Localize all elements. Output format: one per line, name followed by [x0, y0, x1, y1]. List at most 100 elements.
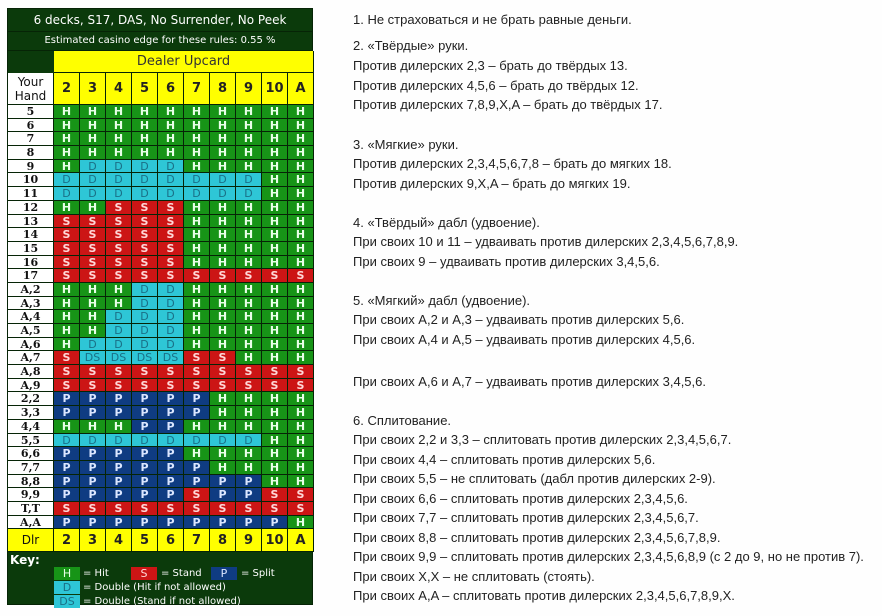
upcard-header: 8 [210, 73, 236, 105]
action-cell: H [184, 241, 210, 256]
action-cell: P [106, 488, 132, 502]
action-cell: D [80, 187, 106, 201]
action-cell: H [288, 406, 314, 420]
action-cell: P [54, 447, 80, 461]
action-cell: H [236, 337, 262, 352]
action-cell: P [262, 515, 288, 530]
action-cell: S [80, 269, 106, 283]
action-cell: P [132, 392, 158, 407]
action-cell: S [184, 351, 210, 366]
action-cell: H [106, 282, 132, 297]
table-row: 3,3 P P P P P P H H H H [8, 406, 314, 420]
hand-label: 17 [8, 269, 54, 283]
note-line: 6. Сплитование. [353, 413, 452, 428]
upcard-footer: 2 [54, 529, 80, 553]
action-cell: H [236, 310, 262, 324]
action-cell: S [210, 365, 236, 379]
hand-label: A,4 [8, 310, 54, 324]
action-cell: P [184, 515, 210, 530]
action-cell: H [236, 406, 262, 420]
action-cell: H [288, 228, 314, 242]
dealer-upcard-row: Dealer Upcard [8, 51, 314, 73]
action-cell: S [106, 365, 132, 379]
action-cell: S [262, 378, 288, 393]
table-row: 6,6 P P P P P H H H H H [8, 447, 314, 461]
action-cell: H [210, 241, 236, 256]
action-cell: H [54, 159, 80, 174]
upcard-footer: 6 [158, 529, 184, 553]
hand-label: A,6 [8, 337, 54, 352]
action-cell: H [80, 146, 106, 160]
action-cell: H [288, 419, 314, 434]
action-cell: S [184, 501, 210, 516]
action-cell: S [106, 214, 132, 229]
action-cell: H [80, 118, 106, 133]
action-cell: S [158, 255, 184, 270]
action-cell: S [184, 365, 210, 379]
action-cell: P [80, 392, 106, 407]
legend-text: = Double (Hit if not allowed) [83, 582, 226, 594]
upcard-header: 6 [158, 73, 184, 105]
action-cell: DS [106, 351, 132, 366]
legend-text: = Split [241, 568, 275, 580]
action-cell: S [288, 488, 314, 502]
action-cell: H [262, 337, 288, 352]
action-cell: S [106, 241, 132, 256]
action-cell: S [80, 214, 106, 229]
hand-label: 3,3 [8, 406, 54, 420]
action-cell: H [236, 214, 262, 229]
action-cell: H [80, 200, 106, 215]
action-cell: D [54, 187, 80, 201]
hand-label: 9,9 [8, 488, 54, 502]
action-cell: S [54, 501, 80, 516]
table-row: 12 H H S S S H H H H H [8, 200, 314, 215]
action-cell: H [262, 324, 288, 338]
chart-title: 6 decks, S17, DAS, No Surrender, No Peek [8, 9, 312, 32]
upcard-footer: A [288, 529, 314, 553]
action-cell: H [184, 146, 210, 160]
action-cell: D [236, 433, 262, 448]
action-cell: H [54, 200, 80, 215]
action-cell: H [106, 105, 132, 119]
action-cell: S [236, 269, 262, 283]
action-cell: P [106, 447, 132, 461]
action-cell: D [184, 187, 210, 201]
action-cell: S [54, 378, 80, 393]
action-cell: H [288, 515, 314, 530]
action-cell: H [132, 105, 158, 119]
legend-title: Key: [10, 553, 40, 568]
action-cell: H [210, 118, 236, 133]
action-cell: H [184, 255, 210, 270]
action-cell: P [106, 474, 132, 489]
action-cell: H [262, 200, 288, 215]
action-cell: H [262, 419, 288, 434]
action-cell: H [236, 105, 262, 119]
action-cell: H [54, 282, 80, 297]
hand-label: 6 [8, 118, 54, 133]
action-cell: H [106, 146, 132, 160]
hand-label: 13 [8, 214, 54, 229]
action-cell: S [132, 241, 158, 256]
table-row: 2,2 P P P P P P H H H H [8, 392, 314, 407]
action-cell: D [106, 310, 132, 324]
legend-swatch-p: P [211, 567, 237, 581]
action-cell: P [236, 488, 262, 502]
note-line: При своих 8,8 – сплитовать против дилерс… [353, 530, 721, 545]
action-cell: H [184, 105, 210, 119]
note-line: При своих A,2 и A,3 – удваивать против д… [353, 312, 685, 327]
table-row: A,2 H H H D D H H H H H [8, 282, 314, 297]
action-cell: H [132, 146, 158, 160]
action-cell: D [132, 159, 158, 174]
action-cell: P [158, 515, 184, 530]
action-cell: D [80, 433, 106, 448]
action-cell: H [288, 324, 314, 338]
action-cell: S [106, 228, 132, 242]
table-row: 10 D D D D D D D D H H [8, 173, 314, 188]
action-cell: S [236, 365, 262, 379]
note-line: При своих 9 – удваивать против дилерских… [353, 254, 660, 269]
action-cell: D [236, 173, 262, 188]
action-cell: H [106, 419, 132, 434]
action-cell: H [262, 255, 288, 270]
